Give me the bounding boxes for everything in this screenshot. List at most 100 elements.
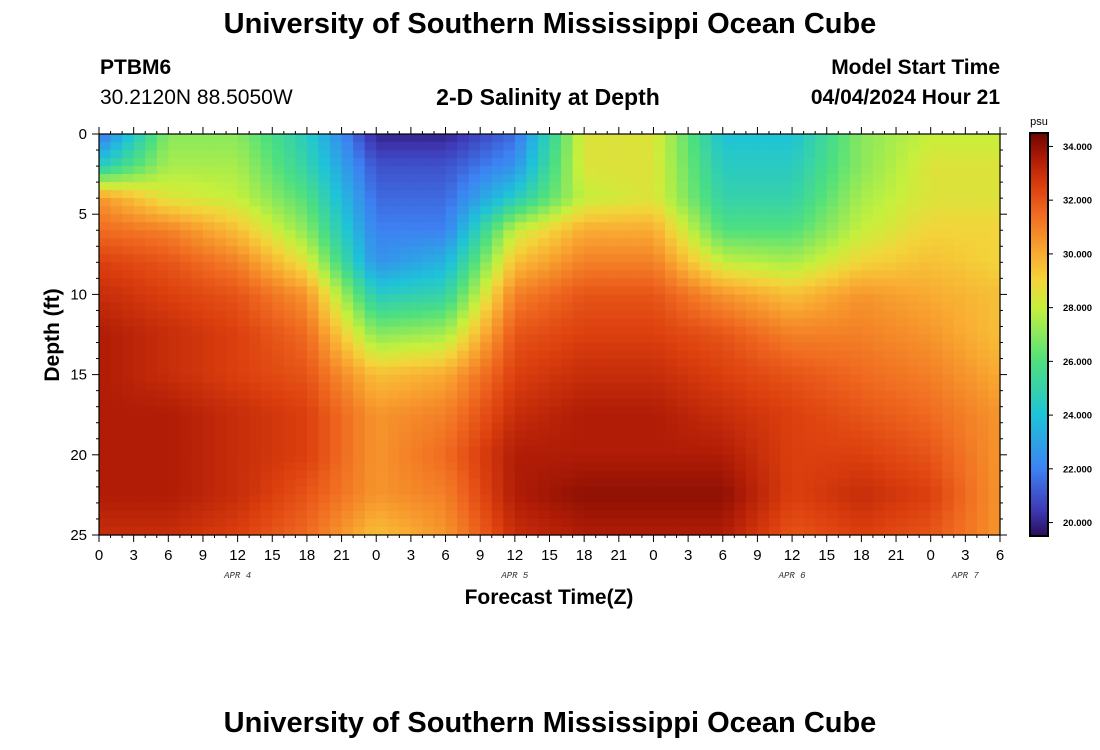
heatmap-cell	[272, 230, 285, 239]
heatmap-cell	[376, 438, 389, 448]
heatmap-cell	[422, 382, 435, 392]
heatmap-cell	[838, 158, 851, 167]
heatmap-cell	[861, 518, 874, 528]
heatmap-cell	[907, 390, 920, 400]
heatmap-cell	[226, 430, 239, 440]
heatmap-cell	[849, 190, 862, 199]
heatmap-cell	[988, 182, 1001, 191]
heatmap-cell	[618, 198, 631, 207]
heatmap-cell	[665, 230, 678, 239]
heatmap-cell	[457, 246, 470, 255]
heatmap-cell	[665, 390, 678, 400]
heatmap-cell	[272, 430, 285, 440]
heatmap-cell	[99, 334, 112, 344]
heatmap-cell	[202, 302, 216, 312]
heatmap-cell	[399, 150, 412, 159]
heatmap-cell	[457, 486, 470, 496]
heatmap-cell	[549, 326, 562, 336]
heatmap-cell	[110, 390, 123, 400]
heatmap-cell	[133, 326, 146, 336]
heatmap-cell	[595, 286, 608, 295]
heatmap-cell	[202, 430, 216, 440]
heatmap-cell	[930, 454, 943, 464]
heatmap-cell	[607, 286, 620, 295]
heatmap-cell	[711, 526, 724, 536]
heatmap-cell	[341, 502, 354, 512]
heatmap-cell	[780, 374, 793, 384]
heatmap-cell	[410, 406, 424, 416]
heatmap-cell	[849, 382, 862, 392]
heatmap-cell	[780, 134, 793, 143]
heatmap-cell	[953, 470, 966, 480]
heatmap-cell	[919, 326, 932, 336]
heatmap-cell	[896, 222, 909, 231]
heatmap-cell	[306, 406, 320, 416]
heatmap-cell	[618, 470, 631, 480]
heatmap-cell	[399, 158, 412, 167]
heatmap-cell	[399, 174, 412, 183]
heatmap-cell	[722, 190, 735, 199]
heatmap-cell	[341, 382, 354, 392]
heatmap-cell	[122, 406, 135, 416]
heatmap-cell	[145, 286, 158, 295]
heatmap-cell	[618, 382, 631, 392]
heatmap-cell	[884, 502, 897, 512]
heatmap-cell	[283, 334, 296, 344]
heatmap-cell	[838, 406, 851, 416]
heatmap-cell	[768, 214, 782, 223]
heatmap-cell	[376, 390, 389, 400]
heatmap-cell	[849, 302, 862, 312]
heatmap-cell	[584, 366, 597, 376]
heatmap-cell	[156, 318, 169, 328]
heatmap-cell	[514, 390, 527, 400]
heatmap-cell	[237, 246, 250, 255]
heatmap-cell	[503, 374, 516, 384]
heatmap-cell	[699, 158, 712, 167]
heatmap-cell	[110, 446, 123, 456]
heatmap-cell	[584, 294, 597, 304]
heatmap-cell	[99, 326, 112, 336]
heatmap-cell	[249, 214, 262, 223]
heatmap-cell	[387, 358, 400, 368]
heatmap-cell	[849, 158, 862, 167]
heatmap-cell	[272, 366, 285, 376]
heatmap-cell	[919, 310, 932, 320]
heatmap-cell	[422, 502, 435, 512]
heatmap-cell	[110, 454, 123, 464]
heatmap-cell	[699, 278, 712, 287]
heatmap-cell	[665, 342, 678, 352]
heatmap-cell	[618, 190, 631, 199]
heatmap-cell	[399, 342, 412, 352]
heatmap-cell	[433, 318, 447, 328]
heatmap-cell	[838, 198, 851, 207]
heatmap-cell	[595, 494, 608, 504]
heatmap-cell	[861, 438, 874, 448]
x-tick-label: 9	[199, 547, 207, 564]
heatmap-cell	[99, 342, 112, 352]
heatmap-cell	[399, 374, 412, 384]
heatmap-cell	[965, 494, 978, 504]
heatmap-cell	[145, 526, 158, 536]
heatmap-cell	[861, 510, 874, 520]
heatmap-cell	[630, 422, 643, 432]
heatmap-cell	[260, 302, 273, 312]
heatmap-cell	[491, 206, 504, 215]
heatmap-cell	[561, 318, 574, 328]
heatmap-cell	[838, 518, 851, 528]
heatmap-cell	[445, 334, 458, 344]
heatmap-cell	[480, 414, 493, 424]
heatmap-cell	[665, 302, 678, 312]
heatmap-cell	[283, 398, 296, 408]
heatmap-cell	[884, 206, 897, 215]
heatmap-cell	[433, 494, 447, 504]
heatmap-cell	[422, 246, 435, 255]
heatmap-cell	[272, 310, 285, 320]
heatmap-cell	[676, 278, 689, 287]
heatmap-cell	[641, 422, 655, 432]
heatmap-cell	[537, 334, 551, 344]
heatmap-cell	[988, 198, 1001, 207]
heatmap-cell	[953, 318, 966, 328]
heatmap-cell	[826, 294, 839, 304]
heatmap-cell	[422, 270, 435, 279]
heatmap-cell	[237, 494, 250, 504]
